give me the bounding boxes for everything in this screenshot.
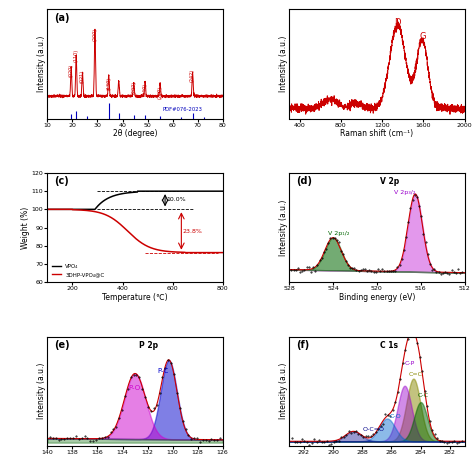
Text: (e): (e) (55, 340, 70, 350)
X-axis label: Binding energy (eV): Binding energy (eV) (339, 292, 415, 301)
Text: C 1s: C 1s (381, 341, 398, 350)
Text: PDF#076-2023: PDF#076-2023 (163, 107, 202, 112)
Text: V 2p₁/₂: V 2p₁/₂ (328, 231, 349, 237)
Y-axis label: Intensity (a.u.): Intensity (a.u.) (37, 36, 46, 92)
Y-axis label: Weight (%): Weight (%) (21, 206, 30, 249)
Text: (a): (a) (55, 13, 70, 23)
Text: D: D (394, 18, 401, 27)
Text: (f): (f) (296, 340, 310, 350)
Text: (c): (c) (55, 176, 69, 186)
Text: (130): (130) (106, 77, 111, 91)
Text: (110): (110) (73, 49, 79, 63)
Text: C-C: C-C (418, 393, 429, 398)
Text: (242): (242) (190, 69, 195, 82)
Legend: VPO₄, 3DHP-VPO₄@C: VPO₄, 3DHP-VPO₄@C (50, 262, 107, 279)
X-axis label: Temperature (℃): Temperature (℃) (102, 292, 168, 301)
Text: (040): (040) (143, 82, 147, 96)
X-axis label: 2θ (degree): 2θ (degree) (113, 129, 157, 138)
Text: C-O: C-O (390, 414, 402, 419)
Text: C=C: C=C (409, 372, 423, 377)
Text: C-P: C-P (405, 361, 415, 366)
Y-axis label: Intensity (a.u.): Intensity (a.u.) (37, 363, 46, 419)
Text: 10.0%: 10.0% (166, 197, 186, 202)
Text: P 2p: P 2p (138, 341, 158, 350)
Text: G: G (419, 32, 426, 41)
Text: O-C=O: O-C=O (362, 427, 384, 432)
Text: 23.8%: 23.8% (182, 229, 202, 234)
Text: V 2p: V 2p (381, 177, 400, 186)
Text: (222): (222) (157, 86, 163, 99)
Text: P-C: P-C (157, 368, 169, 374)
Text: V 2p₃/₂: V 2p₃/₂ (393, 190, 415, 195)
Text: P-O: P-O (129, 384, 141, 391)
Text: (021): (021) (80, 70, 85, 83)
Text: (202): (202) (131, 81, 137, 93)
Y-axis label: Intensity (a.u.): Intensity (a.u.) (279, 200, 288, 255)
Y-axis label: Intensity (a.u.): Intensity (a.u.) (279, 363, 288, 419)
Text: (200): (200) (92, 27, 98, 41)
Text: (d): (d) (296, 176, 312, 186)
Text: (020): (020) (69, 64, 73, 77)
X-axis label: Raman shift (cm⁻¹): Raman shift (cm⁻¹) (340, 129, 413, 138)
Y-axis label: Intensity (a.u.): Intensity (a.u.) (279, 36, 288, 92)
